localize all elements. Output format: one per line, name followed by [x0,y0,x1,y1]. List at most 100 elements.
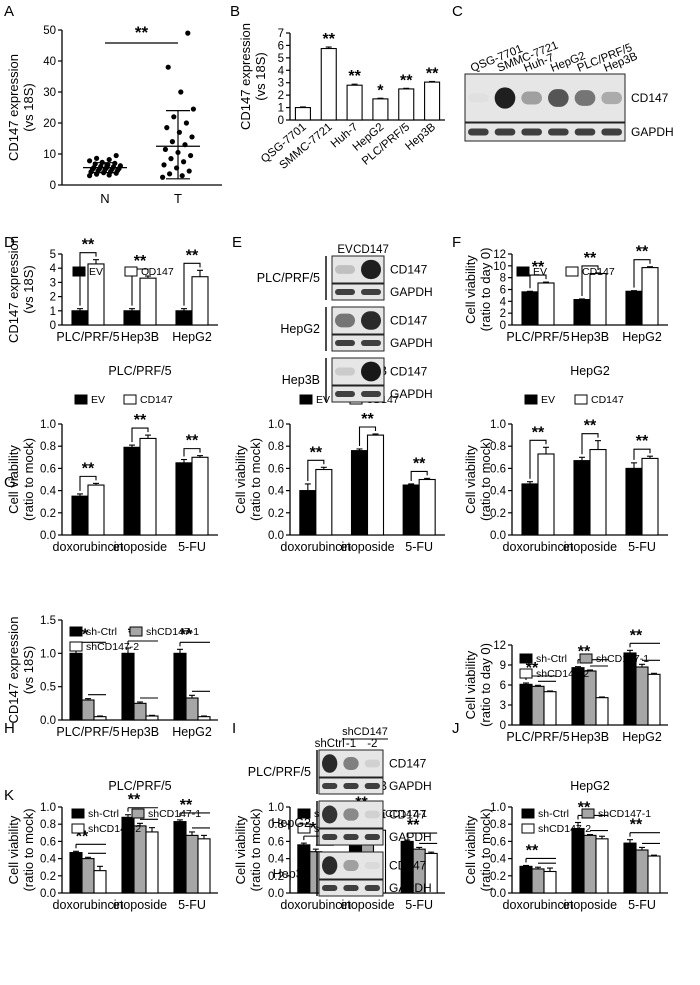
bar [537,453,555,536]
blot-group-label: HepG2 [271,816,311,830]
y-axis-label: Cell viability [233,445,248,514]
significance-stars: ** [323,31,336,48]
data-point [167,171,173,177]
legend-label: shCD147-1 [596,653,649,665]
bar [647,673,661,726]
data-point [183,120,189,126]
significance-stars: ** [532,259,545,276]
chart-J: 0 3 6 9 12 Cell viability(ratio to day 0) ** PL… [463,627,668,744]
y-tick-label: 10 [43,149,56,161]
bar [139,277,157,326]
bar [294,107,311,121]
y-tick-label: 0.4 [490,486,507,498]
blot-membrane [331,385,385,403]
panel-letter-A: A [4,3,14,20]
y-tick-label: 2 [500,308,506,320]
y-tick-label: 0.4 [268,486,285,498]
legend-swatch [71,808,85,819]
y-tick-label: 0.8 [40,819,56,831]
blot-band [322,834,338,840]
legend-label: shCD147-2 [538,823,591,835]
blot-lane-label: -2 [367,738,377,750]
blot-band [468,93,489,103]
legend-label: CD147 [140,394,173,406]
bar [121,652,135,721]
blot-band [548,89,569,107]
significance-stars: ** [584,418,597,435]
bar [81,699,95,721]
y-tick-label: 6 [500,285,506,297]
blot-band [322,805,338,824]
y-axis-label: Cell viability [6,815,21,884]
legend-swatch [72,266,86,277]
bar [543,691,557,726]
y-tick-label: 0.6 [40,463,56,475]
bar [139,437,157,536]
x-category-label: HepG2 [622,330,662,344]
blot-group-label: HepG2 [280,322,320,336]
bar [93,870,107,894]
y-tick-label: 0.6 [490,463,506,475]
legend-swatch [519,653,533,664]
significance-bracket [131,268,149,306]
legend-label: sh-Ctrl [86,626,117,638]
bar [521,291,539,326]
y-tick-label: 0.4 [268,854,285,866]
significance-stars: ** [584,250,597,267]
legend-swatch [69,641,83,652]
y-tick-label: 5 [278,53,284,65]
y-tick-label: 0.6 [268,836,284,848]
y-tick-label: 0.5 [40,682,56,694]
significance-stars: ** [413,455,426,472]
y-tick-label: 0.2 [268,508,284,520]
bar [93,716,107,721]
chart-title: PLC/PRF/5 [108,364,171,378]
blot-band [364,783,380,789]
y-tick-label: 1.0 [490,802,506,814]
y-axis-label: Cell viability [463,255,478,324]
y-tick-label: 0.2 [40,508,56,520]
significance-bracket [633,259,651,288]
bar [133,702,147,721]
blot-membrane [464,122,626,142]
y-tick-label: 0.0 [268,530,284,542]
blot-row-label: GAPDH [390,336,433,350]
legend-label: EV [533,266,547,278]
y-axis-label-2: (ratio to mock) [248,438,263,521]
significance-stars: ** [532,424,545,441]
chart-K1: 0.0 0.2 0.4 0.6 0.8 1.0 Cell viability (ratio t… [6,779,218,912]
legend-label: CD147 [141,266,174,278]
x-category-label: 5-FU [628,898,656,912]
x-category-label: etoposide [340,540,394,554]
y-tick-label: 3 [278,78,284,90]
y-tick-label: 1.0 [268,802,284,814]
data-point [169,139,175,145]
y-axis-label-2: (ratio to mock) [248,808,263,891]
x-category-label: PLC/PRF/5 [506,330,569,344]
blot-row-label: CD147 [390,263,428,277]
blot-band [343,783,359,789]
data-point [178,89,184,95]
blot-band [335,289,355,295]
significance-bracket [529,274,547,289]
blot-row-label: CD147 [389,757,427,771]
x-category-label: 5-FU [178,540,206,554]
y-axis-label: CD147 expression [6,54,21,161]
blot-band [361,361,381,382]
blot-band [322,856,338,875]
data-point [186,168,192,174]
y-axis-label: CD147 expression [238,23,253,130]
blot-band [343,834,359,840]
x-category-label: HepG2 [172,725,212,739]
y-axis-label: Cell viability [6,445,21,514]
bar [589,448,607,536]
chart-title: HepG2 [570,364,610,378]
bar [595,697,609,726]
legend-swatch [74,394,88,405]
significance-stars: ** [128,792,141,809]
legend-label: shCD147-1 [598,808,651,820]
blot-E: EV CD147CD147GAPDHPLC/PRF/5CD147GAPDHHepG… [257,244,433,403]
bar [346,84,363,121]
bar [641,457,659,536]
